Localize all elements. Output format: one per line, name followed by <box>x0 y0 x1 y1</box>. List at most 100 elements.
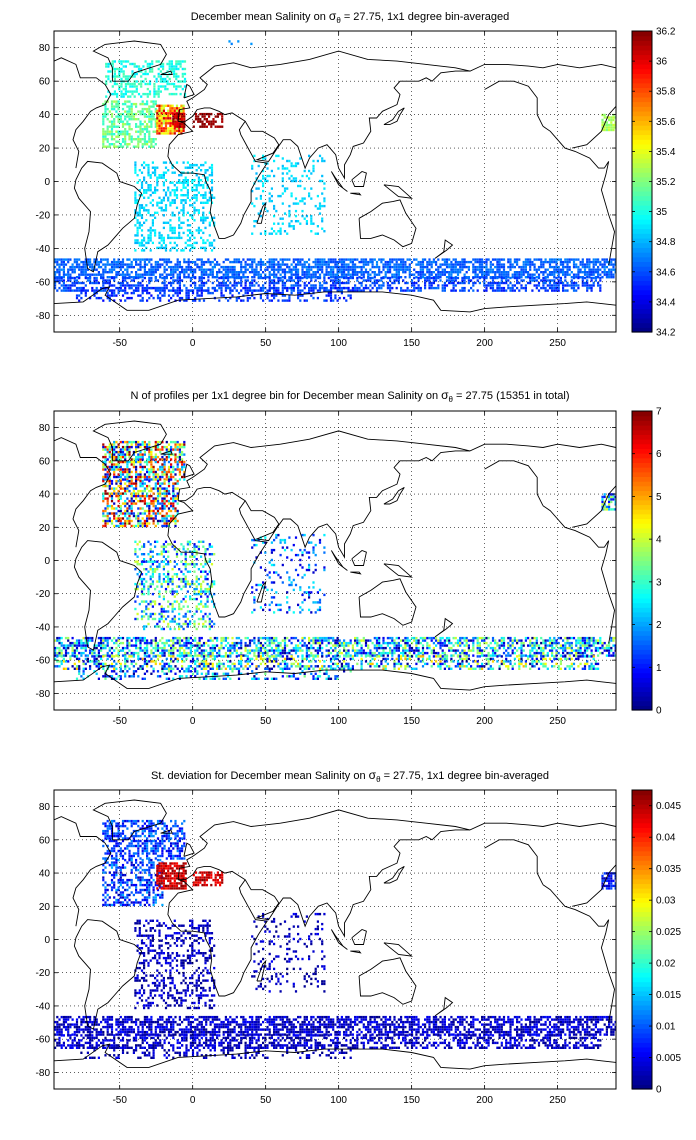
data-bin <box>105 65 108 68</box>
data-bin <box>167 169 170 172</box>
data-bin <box>135 273 138 276</box>
data-bin <box>172 268 175 271</box>
data-bin <box>301 197 304 200</box>
data-bin <box>314 271 317 274</box>
data-bin <box>437 276 440 280</box>
data-bin <box>384 263 387 266</box>
data-bin <box>156 265 160 269</box>
data-bin <box>612 263 615 266</box>
data-bin <box>113 289 116 292</box>
data-bin <box>343 268 346 271</box>
data-bin <box>110 507 114 510</box>
data-bin <box>592 260 595 264</box>
data-bin <box>262 284 265 287</box>
data-bin <box>177 75 180 78</box>
data-bin <box>270 187 273 190</box>
data-bin <box>435 279 438 282</box>
data-bin <box>345 268 348 271</box>
data-bin <box>115 465 118 469</box>
data-bin <box>454 260 457 264</box>
data-bin <box>154 191 157 194</box>
data-bin <box>139 494 142 498</box>
data-bin <box>586 273 589 276</box>
data-bin <box>428 258 431 261</box>
data-bin <box>115 115 118 118</box>
data-bin <box>290 279 293 282</box>
data-bin <box>170 284 173 287</box>
data-bin <box>303 276 306 279</box>
data-bin <box>172 286 175 290</box>
data-bin <box>382 265 385 269</box>
data-bin <box>120 67 123 71</box>
data-bin <box>478 263 481 266</box>
data-bin <box>158 206 161 209</box>
data-bin <box>583 263 587 266</box>
data-bin <box>128 479 131 483</box>
data-bin <box>169 241 172 245</box>
data-bin <box>172 468 175 471</box>
data-bin <box>181 87 184 91</box>
data-bin <box>251 268 254 271</box>
data-bin <box>71 284 74 287</box>
data-bin <box>327 271 330 274</box>
data-bin <box>216 115 219 118</box>
data-bin <box>529 265 532 269</box>
data-bin <box>516 271 519 274</box>
data-bin <box>478 271 481 274</box>
data-bin <box>204 161 207 164</box>
data-bin <box>194 286 197 290</box>
data-bin <box>164 179 168 182</box>
data-bin <box>148 507 151 510</box>
data-bin <box>134 166 137 169</box>
data-bin <box>137 507 140 510</box>
data-bin <box>54 276 57 280</box>
data-bin <box>152 509 155 513</box>
data-bin <box>389 263 392 266</box>
data-bin <box>97 260 100 264</box>
data-bin <box>115 145 118 148</box>
data-bin <box>224 268 227 271</box>
data-bin <box>207 289 210 292</box>
data-bin <box>367 276 370 280</box>
data-bin <box>178 260 181 264</box>
data-bin <box>124 524 127 528</box>
data-bin <box>299 222 302 225</box>
data-bin <box>185 276 188 279</box>
data-bin <box>286 286 289 290</box>
data-bin <box>167 281 171 285</box>
data-bin <box>166 80 169 83</box>
data-bin <box>373 276 376 279</box>
data-bin <box>122 92 125 96</box>
data-bin <box>214 115 217 118</box>
data-bin <box>143 161 146 164</box>
data-bin <box>283 271 287 274</box>
data-bin <box>168 72 171 76</box>
data-bin <box>266 294 269 297</box>
data-bin <box>157 67 160 71</box>
data-bin <box>308 268 311 271</box>
data-bin <box>316 271 319 274</box>
data-bin <box>516 281 519 285</box>
data-bin <box>216 271 219 274</box>
data-bin <box>102 112 105 116</box>
data-bin <box>132 487 135 490</box>
data-bin <box>208 244 211 247</box>
data-bin <box>452 289 455 292</box>
data-bin <box>154 125 157 128</box>
data-bin <box>115 265 118 269</box>
data-bin <box>156 489 160 493</box>
data-bin <box>148 522 151 525</box>
data-bin <box>119 487 122 490</box>
data-bin <box>351 268 354 271</box>
data-bin <box>161 289 164 292</box>
data-bin <box>159 80 162 83</box>
data-bin <box>463 279 466 282</box>
data-bin <box>169 107 172 110</box>
data-bin <box>279 227 282 230</box>
data-bin <box>170 478 173 481</box>
data-bin <box>329 286 333 290</box>
data-bin <box>151 191 154 194</box>
data-bin <box>113 453 116 456</box>
data-bin <box>164 221 168 224</box>
data-bin <box>178 281 181 285</box>
